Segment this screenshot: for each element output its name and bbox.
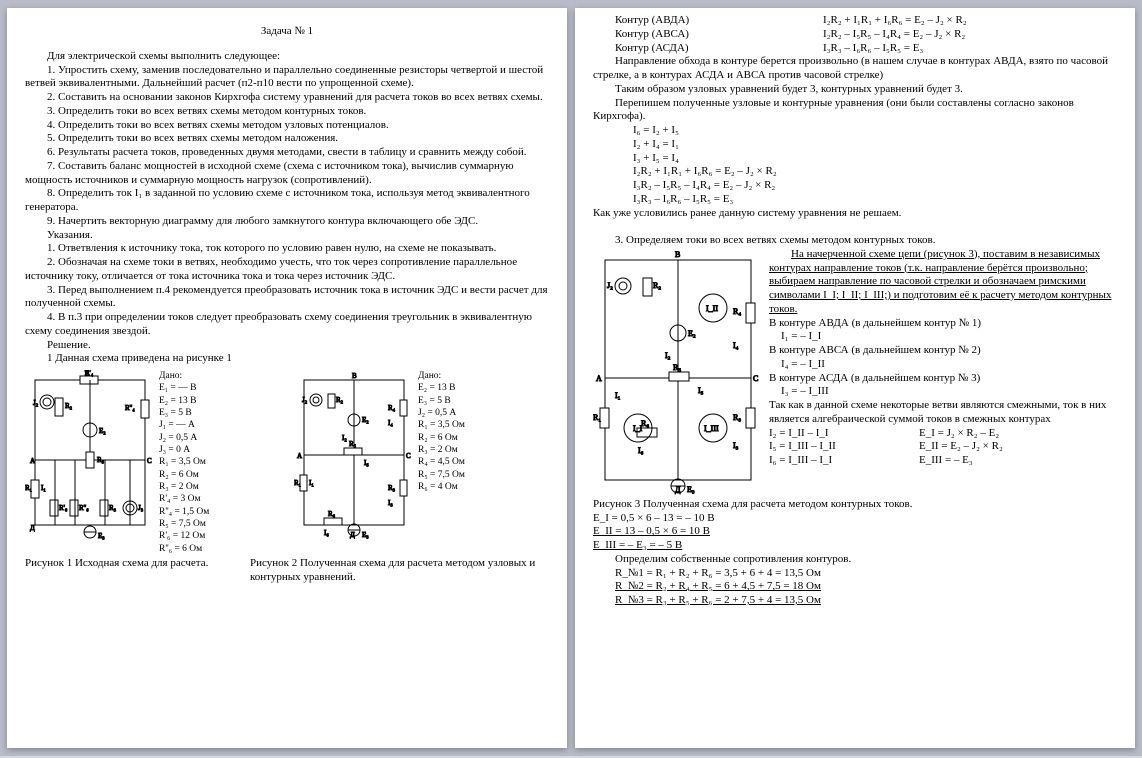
right-p5: Определим собственные сопротивления конт… xyxy=(593,553,1117,567)
svg-text:I_II: I_II xyxy=(706,304,718,313)
svg-text:I_III: I_III xyxy=(704,424,719,433)
step-1: 1. Упростить схему, заменив последовател… xyxy=(25,64,549,92)
svg-text:E₃: E₃ xyxy=(362,531,369,539)
svg-text:I₆: I₆ xyxy=(324,529,329,537)
svg-text:R₅: R₅ xyxy=(673,363,681,372)
svg-text:J₂: J₂ xyxy=(302,396,308,404)
EI: E_I = 0,5 × 6 – 13 = – 10 В xyxy=(593,512,1117,526)
EII: E_II = 13 – 0,5 × 6 = 10 В xyxy=(593,525,1117,539)
intro: Для электрической схемы выполнить следую… xyxy=(25,50,549,64)
system-eqs: I₆ = I₂ + I₅ I₂ + I₄ = I₁ I₃ + I₅ = I₄ I… xyxy=(633,124,1117,207)
step-6: 6. Результаты расчета токов, проведенных… xyxy=(25,146,549,160)
ukaz-2: 2. Обозначая на схеме токи в ветвях, нео… xyxy=(25,256,549,284)
svg-text:I_I: I_I xyxy=(633,424,643,433)
resh1: 1 Данная схема приведена на рисунке 1 xyxy=(25,352,549,366)
resh: Решение. xyxy=(25,339,549,353)
figure-3-text: На начерченной схеме цепи (рисунок 3), п… xyxy=(769,248,1117,498)
page-left: Задача № 1 Для электрической схемы выпол… xyxy=(7,8,567,748)
RN3: R_№3 = R₃ + R₅ + R₆ = 2 + 7,5 + 4 = 13,5… xyxy=(593,594,1117,608)
svg-text:I₅: I₅ xyxy=(364,459,369,467)
right-p2: Таким образом узловых уравнений будет 3,… xyxy=(593,83,1117,97)
ukaz-1: 1. Ответвления к источнику тока, ток кот… xyxy=(25,242,549,256)
svg-text:E₂: E₂ xyxy=(99,427,106,435)
svg-text:R₄: R₄ xyxy=(388,404,396,412)
svg-text:I₅: I₅ xyxy=(698,386,704,395)
svg-text:R₃: R₃ xyxy=(388,484,396,492)
ukaz-title: Указания. xyxy=(25,229,549,243)
svg-text:А: А xyxy=(297,452,302,460)
figure-1-circuit: R'₄ В J₂ R₂ R''₄ А С xyxy=(25,370,155,555)
svg-text:I₂: I₂ xyxy=(665,351,671,360)
figure-3-circuit: В А С Д J₂ R₂ R₄ E₂ xyxy=(593,248,763,498)
step-4: 4. Определить токи во всех ветвях схемы … xyxy=(25,119,549,133)
caption-2: Рисунок 2 Полученная схема для расчета м… xyxy=(250,557,549,585)
svg-text:R₂: R₂ xyxy=(65,402,73,410)
RN1: R_№1 = R₁ + R₂ + R₆ = 3,5 + 6 + 4 = 13,5… xyxy=(593,567,1117,581)
right-p4: Как уже условились ранее данную систему … xyxy=(593,207,1117,221)
svg-text:J₃: J₃ xyxy=(138,504,144,512)
svg-text:А: А xyxy=(30,457,35,465)
ukaz-4: 4. В п.3 при определении токов следует п… xyxy=(25,311,549,339)
svg-text:J₂: J₂ xyxy=(607,281,613,290)
EIII: E_III = – E₃ = – 5 В xyxy=(593,539,1117,553)
figure-2-data: Дано: E₂ = 13 ВE₃ = 5 ВJ₂ = 0,5 А R₁ = 3… xyxy=(418,370,549,555)
svg-text:J₂: J₂ xyxy=(33,399,39,407)
svg-text:R₂: R₂ xyxy=(336,396,344,404)
step-8: 8. Определить ток I₁ в заданной по услов… xyxy=(25,187,549,215)
svg-text:R'₆: R'₆ xyxy=(59,504,68,512)
svg-text:R₁: R₁ xyxy=(294,479,301,487)
svg-text:I₂: I₂ xyxy=(342,434,347,442)
svg-text:R₂: R₂ xyxy=(653,281,661,290)
svg-text:В: В xyxy=(352,372,357,380)
svg-text:А: А xyxy=(596,374,602,383)
svg-text:E₃: E₃ xyxy=(687,485,695,494)
figure-1-data: Дано: E₁ = — ВE₂ = 13 ВE₃ = 5 В J₁ = — А… xyxy=(159,370,290,555)
svg-text:R₃: R₃ xyxy=(733,413,741,422)
svg-text:R₁: R₁ xyxy=(25,484,32,492)
section-3: 3. Определяем токи во всех ветвях схемы … xyxy=(593,234,1117,248)
svg-text:С: С xyxy=(406,452,411,460)
task-title: Задача № 1 xyxy=(25,25,549,39)
svg-text:R₃: R₃ xyxy=(109,504,117,512)
step-5: 5. Определить токи во всех ветвях схемы … xyxy=(25,132,549,146)
svg-text:Д: Д xyxy=(30,524,35,532)
svg-text:R₆: R₆ xyxy=(328,510,336,518)
svg-text:E₃: E₃ xyxy=(98,532,105,540)
svg-text:E₂: E₂ xyxy=(688,329,696,338)
step-7: 7. Составить баланс мощностей в исходной… xyxy=(25,160,549,188)
svg-text:R₄: R₄ xyxy=(733,307,741,316)
step-3: 3. Определить токи во всех ветвях схемы … xyxy=(25,105,549,119)
svg-text:E₂: E₂ xyxy=(362,416,369,424)
svg-text:С: С xyxy=(753,374,758,383)
right-p3: Перепишем полученные узловые и контурные… xyxy=(593,97,1117,125)
svg-text:С: С xyxy=(147,457,152,465)
caption-3: Рисунок 3 Полученная схема для расчета м… xyxy=(593,498,1117,512)
svg-text:I₄: I₄ xyxy=(733,341,739,350)
step-9: 9. Начертить векторную диаграмму для люб… xyxy=(25,215,549,229)
svg-text:I₁: I₁ xyxy=(309,479,314,487)
page-right: Контур (АВДА)I₂R₂ + I₁R₁ + I₆R₆ = E₂ – J… xyxy=(575,8,1135,748)
caption-1: Рисунок 1 Исходная схема для расчета. xyxy=(25,557,240,585)
RN2: R_№2 = R₂ + R₄ + R₅ = 6 + 4,5 + 7,5 = 18… xyxy=(593,580,1117,594)
svg-text:I₁: I₁ xyxy=(41,484,46,492)
svg-text:В: В xyxy=(85,370,90,378)
step-2: 2. Составить на основании законов Кирхго… xyxy=(25,91,549,105)
svg-text:R₅: R₅ xyxy=(349,440,357,448)
svg-text:I₆: I₆ xyxy=(638,446,644,455)
svg-text:R₅: R₅ xyxy=(97,456,105,464)
svg-text:I₃: I₃ xyxy=(388,499,393,507)
figure-2-circuit: В А С Д J₂ R₂ R₄ I₄ E₂ I₂ xyxy=(294,370,414,555)
svg-text:R''₆: R''₆ xyxy=(79,504,89,512)
svg-text:R₁: R₁ xyxy=(593,413,601,422)
right-p1: Направление обхода в контуре берется про… xyxy=(593,55,1117,83)
svg-text:R''₄: R''₄ xyxy=(125,404,135,412)
svg-text:I₃: I₃ xyxy=(733,441,739,450)
svg-text:I₄: I₄ xyxy=(388,419,393,427)
ukaz-3: 3. Перед выполнением п.4 рекомендуется п… xyxy=(25,284,549,312)
contour-eqs: Контур (АВДА)I₂R₂ + I₁R₁ + I₆R₆ = E₂ – J… xyxy=(593,14,1117,55)
svg-text:I₁: I₁ xyxy=(615,391,621,400)
svg-text:В: В xyxy=(675,250,680,259)
figure-row: R'₄ В J₂ R₂ R''₄ А С xyxy=(25,370,549,555)
